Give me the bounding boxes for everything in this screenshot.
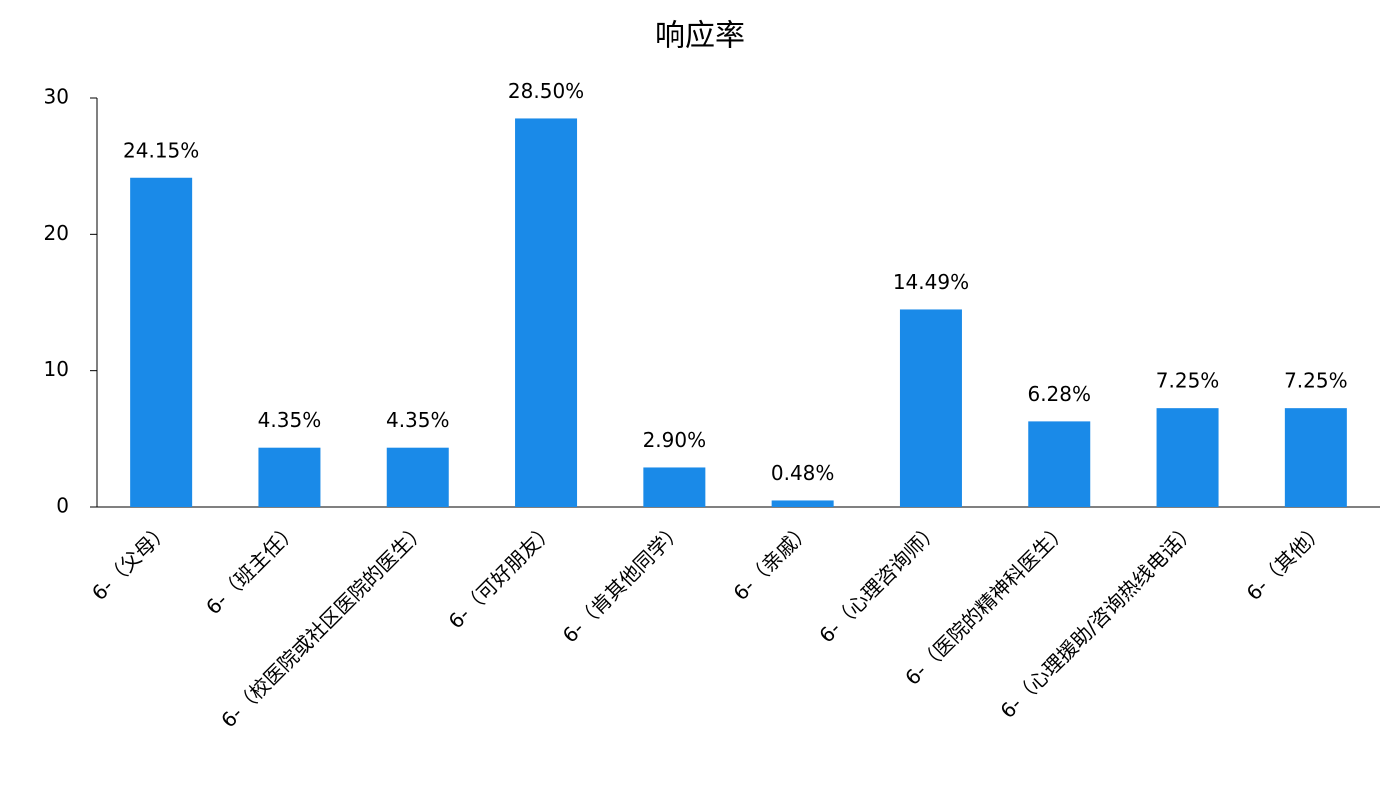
y-tick-label: 10	[44, 357, 69, 381]
value-label: 4.35%	[386, 408, 450, 432]
bar	[258, 447, 321, 507]
value-label: 7.25%	[1284, 369, 1348, 393]
x-tick-label: 6-（亲戚）	[728, 517, 816, 605]
value-label: 4.35%	[258, 408, 322, 432]
bar	[1028, 421, 1091, 507]
bar	[643, 467, 706, 507]
y-tick-label: 20	[44, 221, 69, 245]
bar	[386, 447, 449, 507]
value-label: 2.90%	[643, 428, 707, 452]
chart-title: 响应率	[655, 19, 745, 54]
value-label: 28.50%	[508, 79, 584, 103]
value-label: 7.25%	[1156, 369, 1220, 393]
bar	[899, 309, 962, 507]
y-tick-label: 0	[56, 494, 69, 518]
x-tick-label: 6-（可好朋友）	[444, 517, 560, 633]
x-tick-label: 6-（肯其他同学）	[558, 517, 688, 647]
y-tick-label: 30	[44, 85, 69, 109]
bar	[1284, 408, 1347, 507]
bar	[130, 177, 193, 507]
x-tick-label: 6-（父母）	[87, 517, 175, 605]
x-tick-label: 6-（班主任）	[201, 517, 303, 619]
bar	[1156, 408, 1219, 507]
value-label: 14.49%	[893, 270, 969, 294]
bar	[515, 118, 578, 507]
value-label: 6.28%	[1027, 382, 1091, 406]
x-tick-label: 6-（其他）	[1242, 517, 1330, 605]
value-label: 24.15%	[123, 138, 199, 162]
value-label: 0.48%	[771, 461, 835, 485]
bar	[771, 500, 834, 507]
x-tick-label: 6-（校医院或社区医院的医生）	[216, 517, 431, 732]
x-tick-label: 6-（心理咨询师）	[814, 517, 944, 647]
